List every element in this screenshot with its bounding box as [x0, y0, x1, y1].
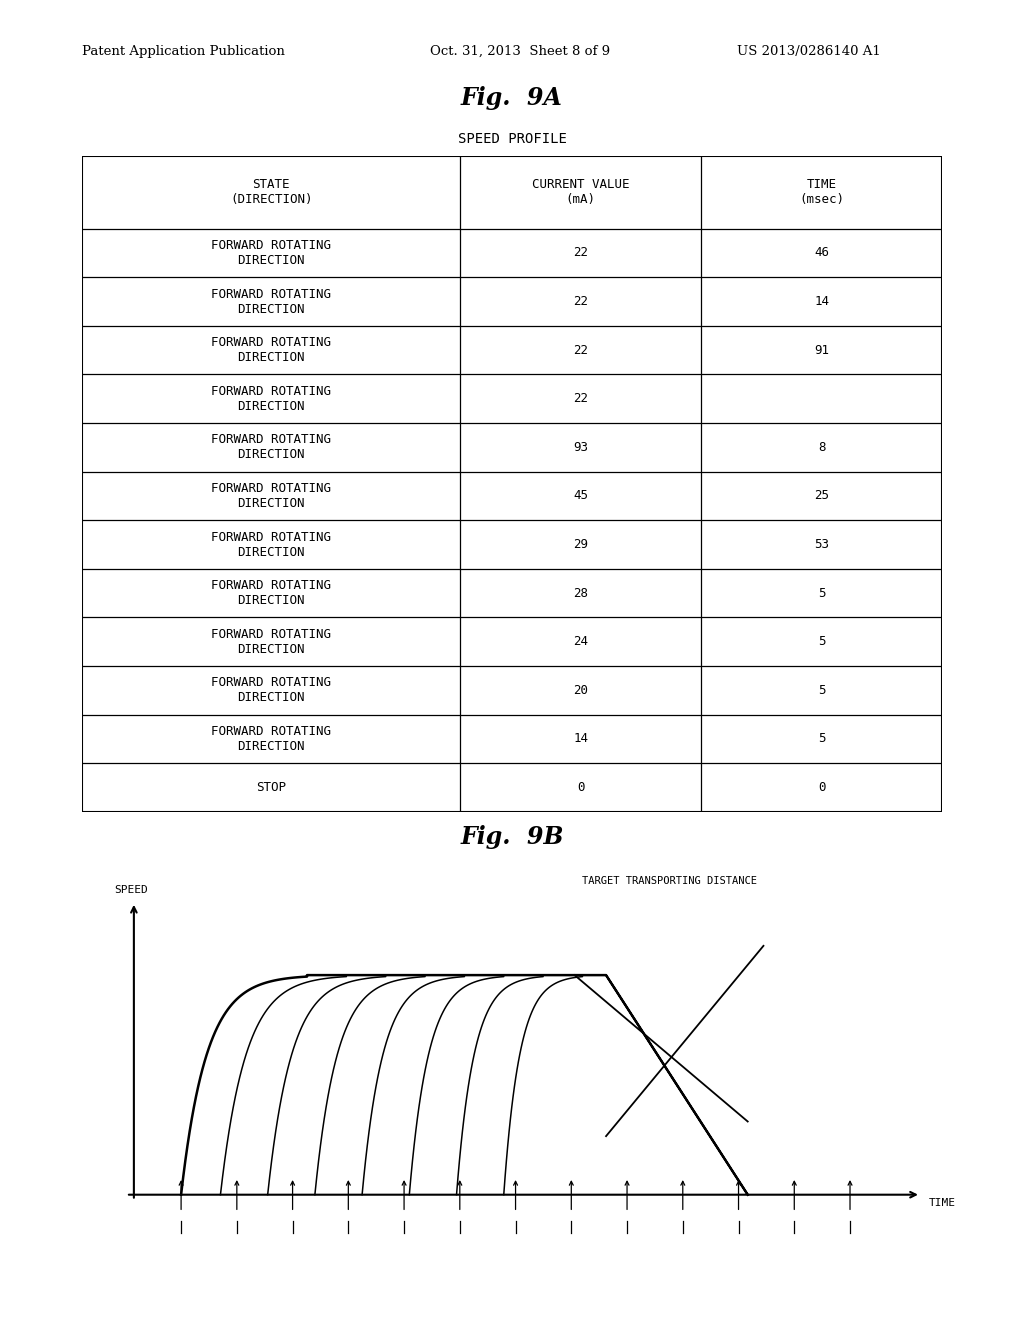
Text: FORWARD ROTATING
DIRECTION: FORWARD ROTATING DIRECTION [211, 579, 331, 607]
Text: Fig.  9B: Fig. 9B [460, 825, 564, 849]
Text: 22: 22 [573, 392, 589, 405]
Text: 24: 24 [573, 635, 589, 648]
Text: SPEED: SPEED [115, 886, 147, 895]
Text: 5: 5 [818, 733, 825, 746]
Text: FORWARD ROTATING
DIRECTION: FORWARD ROTATING DIRECTION [211, 676, 331, 705]
Text: Patent Application Publication: Patent Application Publication [82, 45, 285, 58]
Text: 5: 5 [818, 586, 825, 599]
Text: 5: 5 [818, 635, 825, 648]
Text: 53: 53 [814, 539, 829, 550]
Text: FORWARD ROTATING
DIRECTION: FORWARD ROTATING DIRECTION [211, 531, 331, 558]
Text: 29: 29 [573, 539, 589, 550]
Text: FORWARD ROTATING
DIRECTION: FORWARD ROTATING DIRECTION [211, 628, 331, 656]
Text: 0: 0 [818, 781, 825, 795]
Text: TARGET TRANSPORTING DISTANCE: TARGET TRANSPORTING DISTANCE [583, 876, 758, 887]
Text: FORWARD ROTATING
DIRECTION: FORWARD ROTATING DIRECTION [211, 482, 331, 510]
Text: 22: 22 [573, 296, 589, 308]
Text: 22: 22 [573, 247, 589, 260]
Text: 45: 45 [573, 490, 589, 503]
Text: TIME
(msec): TIME (msec) [799, 178, 844, 206]
Text: 28: 28 [573, 586, 589, 599]
Text: TIME: TIME [929, 1199, 955, 1209]
Text: FORWARD ROTATING
DIRECTION: FORWARD ROTATING DIRECTION [211, 384, 331, 413]
Text: 20: 20 [573, 684, 589, 697]
Text: 8: 8 [818, 441, 825, 454]
Text: 93: 93 [573, 441, 589, 454]
Text: Oct. 31, 2013  Sheet 8 of 9: Oct. 31, 2013 Sheet 8 of 9 [430, 45, 610, 58]
Text: 91: 91 [814, 343, 829, 356]
Text: FORWARD ROTATING
DIRECTION: FORWARD ROTATING DIRECTION [211, 337, 331, 364]
Text: FORWARD ROTATING
DIRECTION: FORWARD ROTATING DIRECTION [211, 288, 331, 315]
Text: STOP: STOP [256, 781, 286, 795]
Text: 14: 14 [814, 296, 829, 308]
Text: FORWARD ROTATING
DIRECTION: FORWARD ROTATING DIRECTION [211, 725, 331, 752]
Text: STATE
(DIRECTION): STATE (DIRECTION) [230, 178, 312, 206]
Text: SPEED PROFILE: SPEED PROFILE [458, 132, 566, 147]
Text: FORWARD ROTATING
DIRECTION: FORWARD ROTATING DIRECTION [211, 433, 331, 461]
Text: 5: 5 [818, 684, 825, 697]
Text: 22: 22 [573, 343, 589, 356]
Text: 46: 46 [814, 247, 829, 260]
Text: 14: 14 [573, 733, 589, 746]
Text: 25: 25 [814, 490, 829, 503]
Text: US 2013/0286140 A1: US 2013/0286140 A1 [737, 45, 881, 58]
Text: Fig.  9A: Fig. 9A [461, 86, 563, 110]
Text: CURRENT VALUE
(mA): CURRENT VALUE (mA) [532, 178, 630, 206]
Text: 0: 0 [578, 781, 585, 795]
Text: FORWARD ROTATING
DIRECTION: FORWARD ROTATING DIRECTION [211, 239, 331, 267]
